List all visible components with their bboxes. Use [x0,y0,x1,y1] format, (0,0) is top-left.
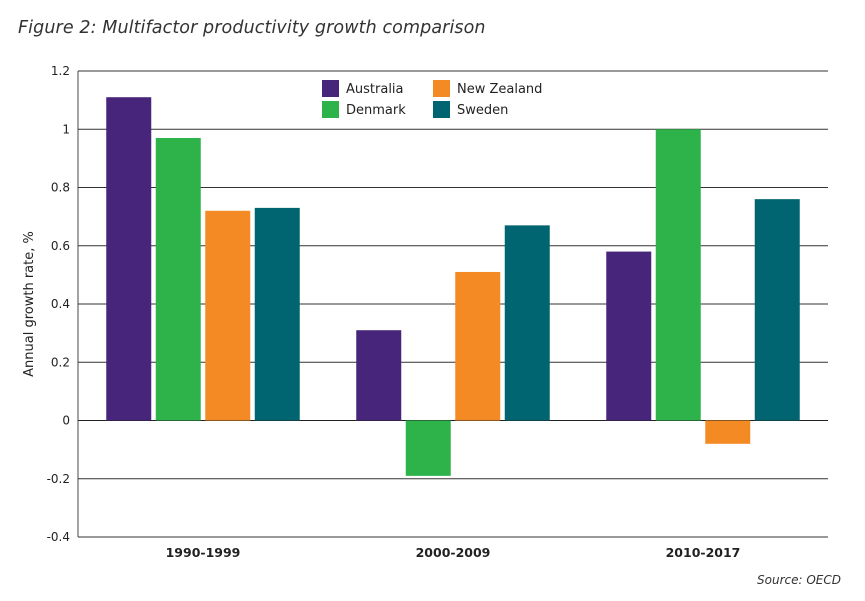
legend: Australia Denmark New Zealand Sweden [322,80,542,118]
source-note: Source: OECD [757,573,841,587]
category-label: 1990-1999 [166,545,241,560]
category-label: 2010-2017 [666,545,741,560]
bar-denmark-1990-1999 [155,137,201,421]
legend-swatch [433,80,450,97]
bar-new-zealand-1990-1999 [205,210,251,421]
gridlines [77,70,828,538]
bar-australia-2000-2009 [356,330,402,421]
y-tick-labels: -0.4 -0.2 0 0.2 0.4 0.6 0.8 1 1.2 [47,64,70,544]
y-tick-label: 0.4 [51,297,70,311]
y-tick-label: 1 [62,122,70,136]
bar-denmark-2010-2017 [655,129,701,421]
category-labels: 1990-1999 2000-2009 2010-2017 [166,545,741,560]
y-tick-label: -0.4 [47,530,70,544]
legend-label: Australia [346,82,404,97]
y-axis-label: Annual growth rate, % [22,231,37,377]
bar-sweden-2000-2009 [504,225,550,421]
bars [106,97,800,476]
legend-swatch [433,101,450,118]
bar-sweden-1990-1999 [254,207,300,421]
bar-australia-1990-1999 [106,97,152,421]
y-tick-label: 1.2 [51,64,70,78]
category-label: 2000-2009 [416,545,491,560]
legend-swatch [322,80,339,97]
legend-swatch [322,101,339,118]
bar-sweden-2010-2017 [754,199,800,421]
legend-label: Denmark [346,103,406,118]
bar-new-zealand-2000-2009 [455,271,501,421]
legend-label: New Zealand [457,82,542,97]
figure-title: Figure 2: Multifactor productivity growt… [18,18,486,38]
y-tick-label: 0.8 [51,181,70,195]
y-tick-label: -0.2 [47,472,70,486]
bar-australia-2010-2017 [606,251,652,421]
bar-new-zealand-2010-2017 [705,420,751,444]
bar-denmark-2000-2009 [405,420,451,476]
y-tick-label: 0.2 [51,355,70,369]
y-tick-label: 0.6 [51,239,70,253]
y-tick-label: 0 [62,414,70,428]
legend-label: Sweden [457,103,508,118]
